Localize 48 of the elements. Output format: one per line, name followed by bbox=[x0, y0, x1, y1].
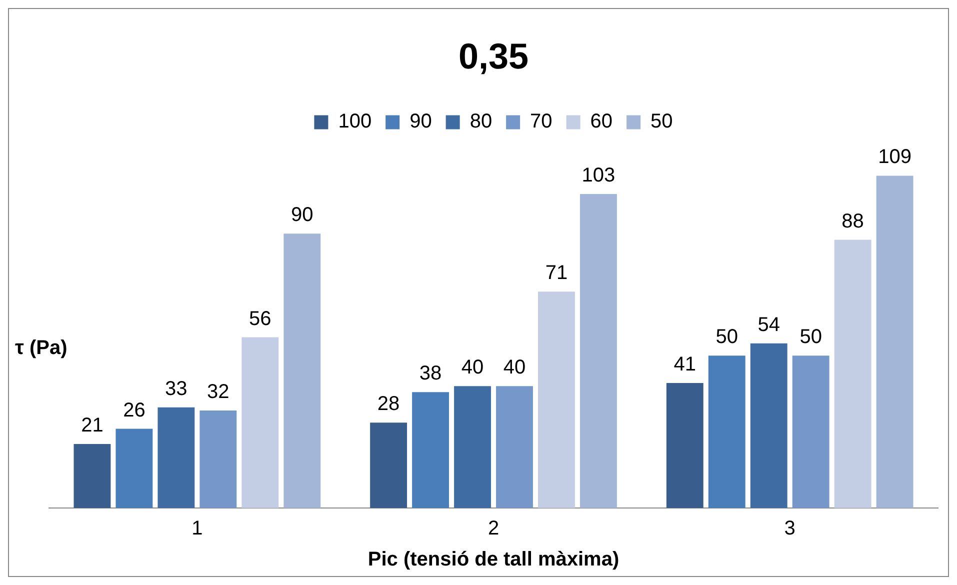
bar bbox=[876, 176, 914, 508]
data-label: 21 bbox=[81, 414, 104, 436]
bar bbox=[750, 343, 788, 508]
data-label: 32 bbox=[207, 380, 230, 403]
bar bbox=[792, 356, 830, 508]
data-label: 71 bbox=[545, 262, 568, 284]
data-label: 109 bbox=[878, 146, 912, 168]
data-label: 90 bbox=[290, 204, 314, 226]
data-label: 50 bbox=[800, 326, 822, 348]
legend-label: 70 bbox=[530, 110, 552, 133]
bar bbox=[666, 383, 704, 508]
legend-label: 50 bbox=[650, 110, 673, 133]
data-label: 50 bbox=[716, 326, 738, 348]
bar bbox=[496, 386, 533, 508]
data-label: 38 bbox=[419, 362, 442, 385]
bar bbox=[580, 194, 617, 508]
bar bbox=[538, 292, 575, 508]
bar bbox=[116, 428, 153, 508]
data-label: 26 bbox=[123, 399, 146, 422]
data-label: 54 bbox=[758, 314, 780, 336]
bar bbox=[412, 392, 449, 508]
x-tick-label: 2 bbox=[488, 518, 500, 540]
bar bbox=[834, 240, 872, 508]
data-label: 103 bbox=[582, 164, 616, 187]
x-axis-title: Pic (tensió de tall màxima) bbox=[368, 548, 620, 571]
bar bbox=[284, 234, 321, 508]
bar bbox=[158, 407, 195, 508]
legend-label: 90 bbox=[410, 110, 432, 133]
legend-label: 80 bbox=[470, 110, 492, 133]
y-axis-title: τ (Pa) bbox=[15, 337, 68, 360]
data-label: 56 bbox=[249, 308, 272, 330]
chart-title: 0,35 bbox=[458, 36, 529, 77]
data-label: 41 bbox=[674, 354, 696, 376]
bar bbox=[74, 444, 111, 508]
x-tick-label: 1 bbox=[192, 518, 203, 540]
data-label: 33 bbox=[165, 378, 188, 400]
legend-label: 60 bbox=[590, 110, 613, 133]
legend-label: 100 bbox=[338, 110, 372, 133]
data-label: 28 bbox=[377, 393, 400, 416]
data-label: 40 bbox=[503, 356, 526, 379]
bar bbox=[370, 422, 408, 508]
bar bbox=[454, 386, 491, 508]
bar bbox=[708, 356, 746, 508]
x-tick-label: 3 bbox=[784, 518, 796, 540]
bar bbox=[200, 410, 237, 508]
bar bbox=[242, 337, 279, 508]
data-label: 88 bbox=[842, 210, 864, 232]
data-label: 40 bbox=[461, 356, 484, 379]
